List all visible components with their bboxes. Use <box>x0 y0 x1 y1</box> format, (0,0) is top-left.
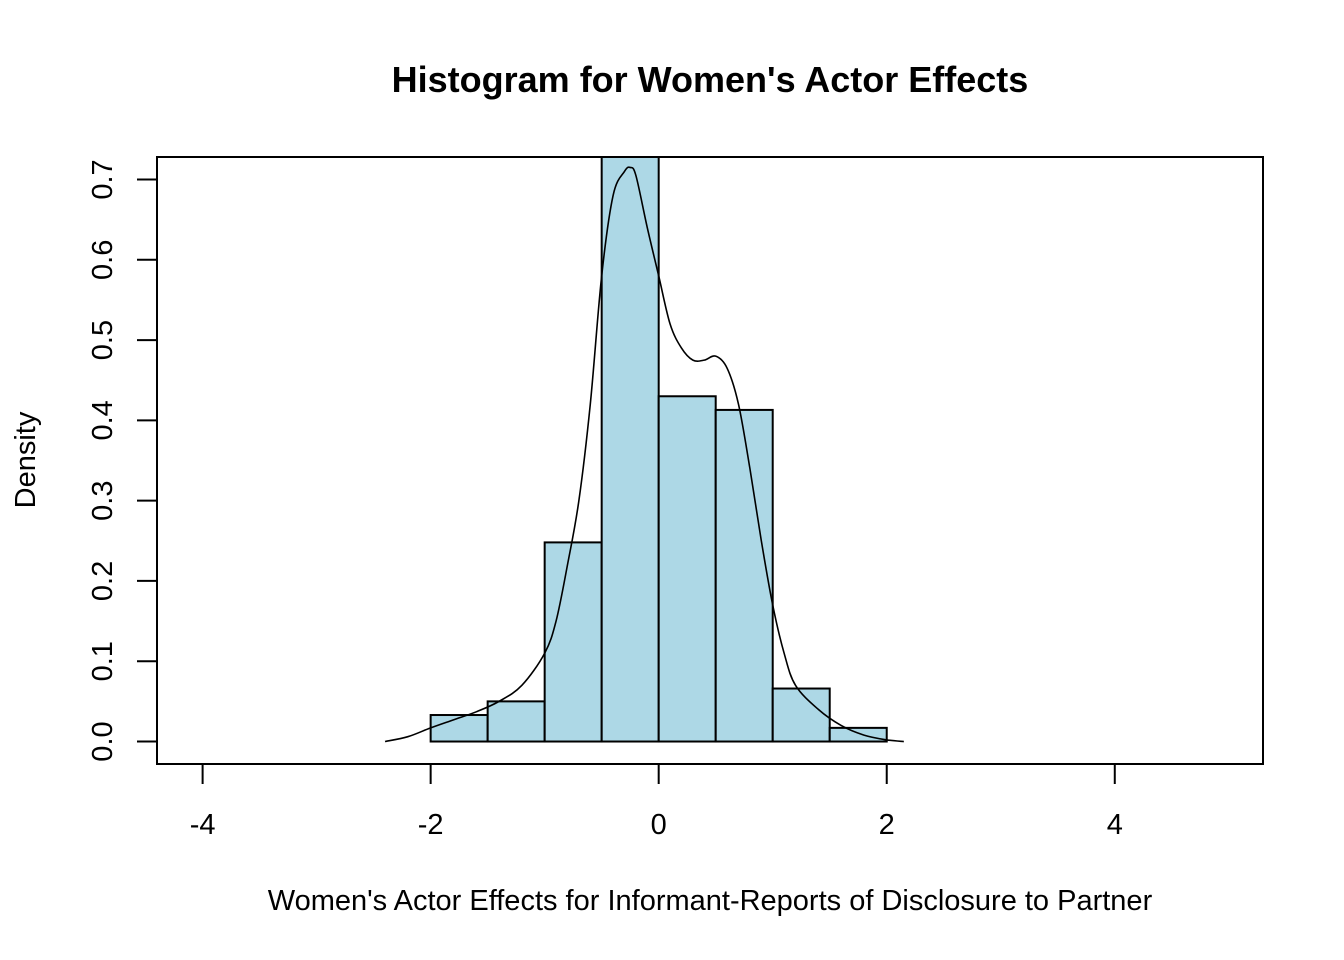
x-tick-label: 0 <box>651 809 667 841</box>
y-tick-label: 0.2 <box>87 561 119 601</box>
histogram-bar-4 <box>657 395 717 743</box>
x-axis: -4 -2 0 2 4 <box>190 763 1123 841</box>
y-axis-label: Density <box>10 411 42 508</box>
x-tick-label: 4 <box>1107 809 1123 841</box>
histogram-bar-1 <box>486 700 546 743</box>
histogram-bars <box>429 156 888 743</box>
x-tick-label: 2 <box>879 809 895 841</box>
x-tick-label: -2 <box>418 809 444 841</box>
y-tick-label: 0.7 <box>87 159 119 199</box>
y-tick-label: 0.6 <box>87 240 119 280</box>
x-tick-label: -4 <box>190 809 216 841</box>
y-tick-label: 0.4 <box>87 400 119 440</box>
y-axis: 0.0 0.1 0.2 0.3 0.4 0.5 0.6 0.7 <box>87 159 158 762</box>
histogram-bar-0 <box>429 714 489 743</box>
y-tick-label: 0.0 <box>87 721 119 761</box>
histogram-bar-2 <box>543 541 603 743</box>
y-tick-label: 0.1 <box>87 641 119 681</box>
y-tick-label: 0.5 <box>87 320 119 360</box>
histogram-bar-6 <box>771 687 831 743</box>
x-axis-label: Women's Actor Effects for Informant-Repo… <box>268 885 1153 917</box>
histogram-bar-3 <box>600 156 660 743</box>
histogram-bar-5 <box>714 408 774 743</box>
histogram-bar-7 <box>828 726 888 743</box>
chart-title: Histogram for Women's Actor Effects <box>392 59 1029 100</box>
y-tick-label: 0.3 <box>87 480 119 520</box>
density-curve <box>384 166 904 743</box>
